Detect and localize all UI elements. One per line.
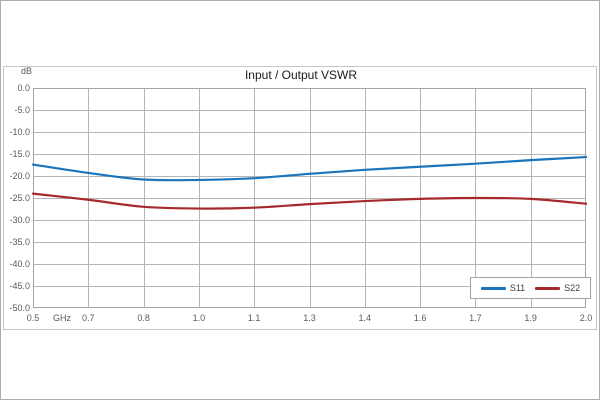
x-tick-label: 0.5 <box>26 313 40 323</box>
y-tick-label: -15.0 <box>9 148 30 159</box>
y-tick-label: -5.0 <box>14 104 30 115</box>
y-tick-label: -45.0 <box>9 280 30 291</box>
x-tick-label: 1.4 <box>358 313 372 323</box>
x-tick-label: 1.9 <box>524 313 537 323</box>
y-tick-label: -30.0 <box>9 214 30 225</box>
x-tick-label: 1.6 <box>413 313 427 323</box>
y-tick-label: -40.0 <box>9 258 30 269</box>
x-tick-label: 1.1 <box>247 313 261 323</box>
y-tick-label: -20.0 <box>9 170 30 181</box>
x-tick-label: 0.7 <box>82 313 95 323</box>
y-tick-label: -35.0 <box>9 236 30 247</box>
s22-legend-swatch <box>535 286 561 290</box>
y-axis-unit-label: dB <box>21 66 33 76</box>
s22-legend-label: S22 <box>564 283 581 293</box>
y-tick-label: 0.0 <box>17 82 30 93</box>
x-tick-label: 2.0 <box>579 313 593 323</box>
s11-line <box>31 155 588 182</box>
plot-border <box>33 88 586 308</box>
x-tick-label: 0.8 <box>137 313 150 323</box>
gridlines <box>33 88 586 308</box>
y-tick-label: -10.0 <box>9 126 30 137</box>
x-tick-label: 1.0 <box>192 313 206 323</box>
x-axis-unit-label: GHz <box>53 313 71 323</box>
x-tick-label: 1.3 <box>303 313 316 323</box>
plot-area <box>31 88 588 308</box>
s11-legend-swatch <box>480 286 506 290</box>
y-tick-label: -50.0 <box>9 302 30 313</box>
y-tick-label: -25.0 <box>9 192 30 203</box>
legend: S11 S22 <box>470 277 591 299</box>
s11-legend-label: S11 <box>509 283 526 293</box>
x-tick-label: 1.7 <box>469 313 482 323</box>
s22-line <box>31 192 588 210</box>
chart-title: Input / Output VSWR <box>244 68 358 82</box>
